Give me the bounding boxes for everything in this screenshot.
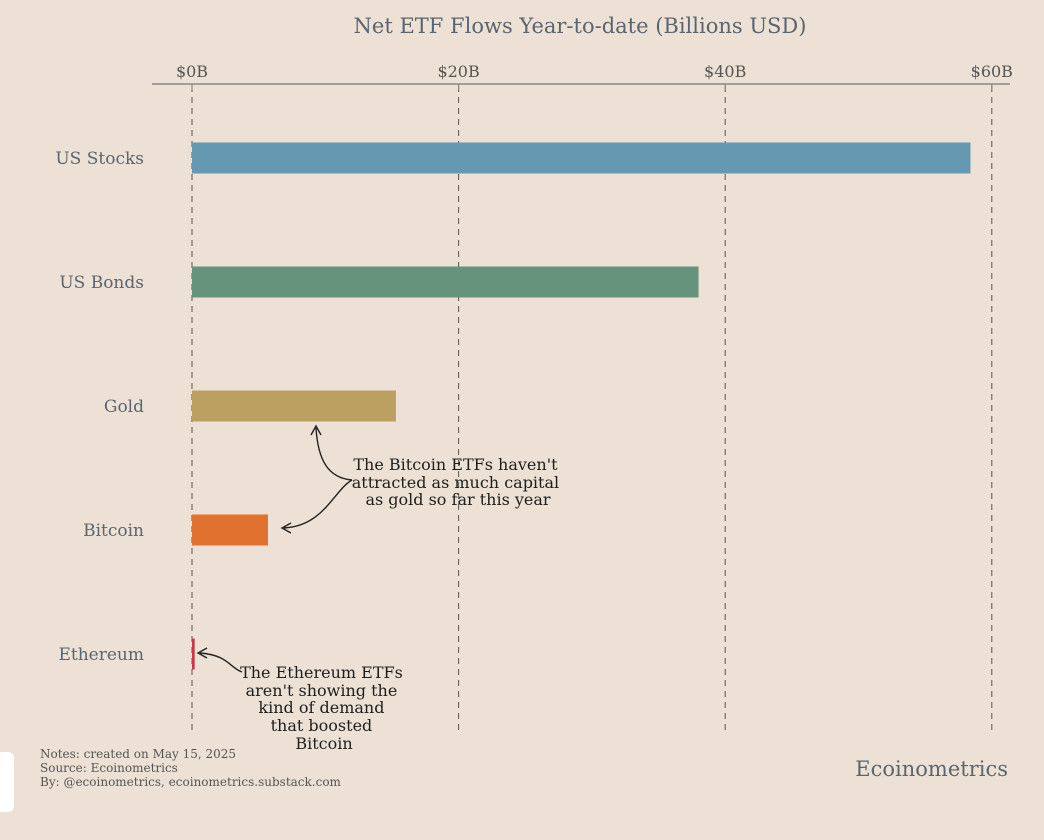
- side-tab: [0, 752, 14, 812]
- annotation-arrowhead-gold: [310, 424, 322, 436]
- bar-ethereum: [192, 638, 195, 670]
- x-tick-labels: $0B $20B $40B $60B: [176, 62, 1013, 81]
- note-by: By: @ecoinometrics, ecoinometrics.substa…: [40, 775, 342, 789]
- bars: [192, 142, 971, 670]
- annotation-arrow-to-gold: [315, 427, 353, 481]
- category-label: US Stocks: [55, 149, 144, 169]
- annotation-ethereum: The Ethereum ETFs aren't showing the kin…: [196, 647, 408, 753]
- annotation-ethereum-line-5: Bitcoin: [295, 734, 352, 753]
- annotation-ethereum-line-4: that boosted: [271, 716, 373, 735]
- category-label: Bitcoin: [83, 521, 144, 541]
- annotation-bitcoin-line-1: The Bitcoin ETFs haven't: [353, 455, 558, 474]
- x-tick-label: $0B: [176, 62, 208, 81]
- brand-label: Ecoinometrics: [855, 757, 1008, 781]
- category-label: US Bonds: [59, 273, 144, 293]
- x-tick-label: $60B: [971, 62, 1013, 81]
- category-labels: US Stocks US Bonds Gold Bitcoin Ethereum: [55, 149, 144, 665]
- annotation-bitcoin: The Bitcoin ETFs haven't attracted as mu…: [280, 424, 564, 534]
- annotation-bitcoin-line-3: as gold so far this year: [365, 490, 550, 509]
- x-tick-label: $20B: [437, 62, 479, 81]
- annotation-ethereum-line-3: kind of demand: [258, 698, 384, 717]
- note-source: Source: Ecoinometrics: [40, 761, 178, 775]
- chart-title: Net ETF Flows Year-to-date (Billions USD…: [354, 14, 807, 38]
- bar-us-stocks: [192, 142, 971, 174]
- annotation-ethereum-line-2: aren't showing the: [246, 681, 398, 700]
- category-label: Gold: [104, 397, 144, 417]
- annotation-ethereum-line-1: The Ethereum ETFs: [240, 663, 403, 682]
- bar-bitcoin: [192, 514, 268, 546]
- annotation-arrow-to-bitcoin: [283, 479, 353, 529]
- svg-text:The Ethereum ETFs aren't: The Ethereum ETFs aren't showing the kin…: [240, 663, 408, 753]
- category-label: Ethereum: [58, 645, 144, 665]
- annotation-bitcoin-line-2: attracted as much capital: [352, 473, 559, 492]
- bar-us-bonds: [192, 266, 699, 298]
- annotation-arrowhead-bitcoin: [280, 522, 292, 534]
- annotation-arrowhead-ethereum: [196, 647, 208, 659]
- bar-gold: [192, 390, 396, 422]
- svg-text:The Bitcoin ETFs haven't: The Bitcoin ETFs haven't attracted as mu…: [352, 455, 564, 509]
- note-created: Notes: created on May 15, 2025: [40, 747, 236, 761]
- x-tick-label: $40B: [704, 62, 746, 81]
- annotation-arrow-to-ethereum: [199, 652, 243, 673]
